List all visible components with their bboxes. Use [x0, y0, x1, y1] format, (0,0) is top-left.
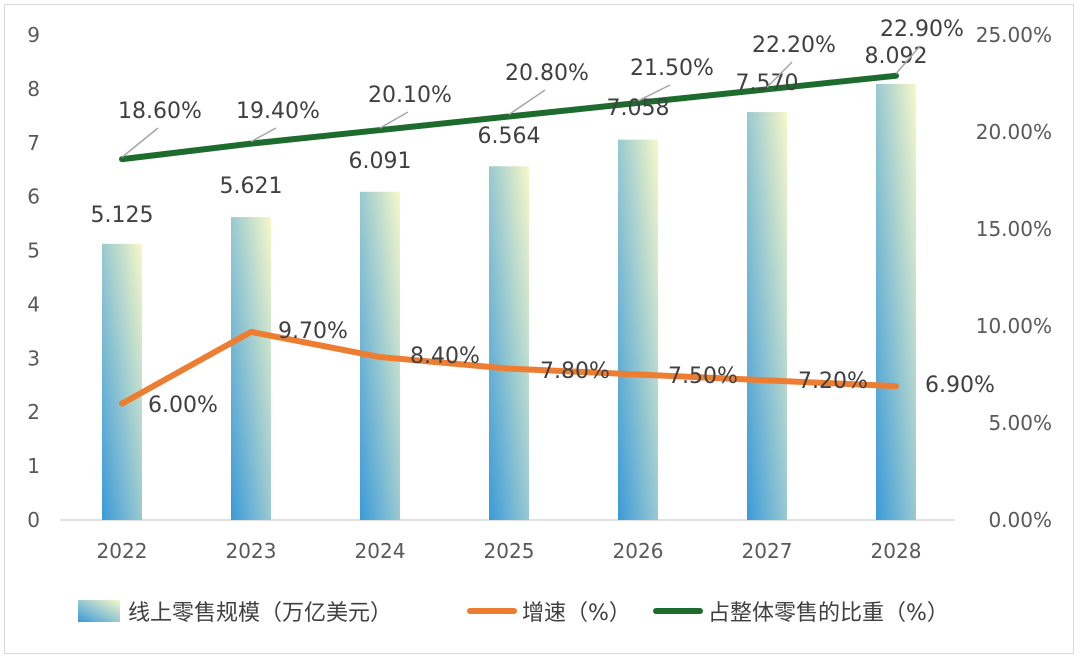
legend-bar-label: 线上零售规模（万亿美元） [128, 601, 392, 626]
bar-value-label: 7.058 [607, 96, 670, 121]
left-axis-tick: 5 [27, 239, 40, 263]
bar-value-label: 7.570 [736, 71, 799, 96]
retail-share-label: 21.50% [630, 56, 714, 81]
x-axis-tick: 2023 [226, 539, 277, 563]
bar [231, 217, 271, 520]
left-axis-tick: 8 [27, 77, 40, 101]
left-axis-tick: 0 [27, 508, 40, 532]
right-axis-tick: 20.00% [976, 120, 1052, 144]
share-label-leader [637, 84, 671, 102]
retail-share-label: 22.90% [880, 17, 964, 42]
growth-rate-label: 8.40% [410, 344, 480, 369]
left-axis-tick: 7 [27, 131, 40, 155]
bar-value-label: 6.091 [349, 149, 412, 174]
bar [102, 243, 142, 520]
growth-rate-label: 9.70% [278, 319, 348, 344]
share-label-leader [895, 45, 921, 75]
bar-value-label: 5.621 [220, 174, 283, 199]
growth-rate-label: 7.50% [668, 364, 738, 389]
right-axis-tick: 0.00% [988, 508, 1052, 532]
x-axis-tick: 2028 [871, 539, 922, 563]
legend: 线上零售规模（万亿美元） 增速（%） 占整体零售的比重（%） [78, 600, 949, 626]
left-axis-tick: 6 [27, 185, 40, 209]
left-axis-tick: 2 [27, 400, 40, 424]
legend-share-label: 占整体零售的比重（%） [708, 601, 949, 626]
bar [747, 112, 787, 521]
retail-share-label: 18.60% [118, 99, 202, 124]
left-axis-tick: 3 [27, 346, 40, 370]
x-axis-tick: 2026 [613, 539, 664, 563]
retail-share-label: 20.10% [368, 83, 452, 108]
retail-share-line [119, 72, 899, 163]
share-label-leader [766, 61, 793, 88]
share-label-leader [250, 127, 277, 143]
growth-rate-label: 7.20% [798, 369, 868, 394]
share-label-leader [508, 89, 546, 116]
bar [876, 83, 916, 520]
bar-value-label: 6.564 [478, 124, 541, 149]
growth-rate-label: 6.90% [925, 373, 995, 398]
line-series [119, 72, 899, 407]
growth-rate-label: 7.80% [540, 359, 610, 384]
left-axis-tick: 1 [27, 454, 40, 478]
right-axis-tick: 10.00% [976, 314, 1052, 338]
left-axis-tick: 9 [27, 23, 40, 47]
share-label-leader [379, 111, 409, 129]
right-axis: 0.00% 5.00% 10.00% 15.00% 20.00% 25.00% [976, 23, 1052, 532]
bar-value-label: 5.125 [91, 203, 154, 228]
x-axis-tick: 2024 [355, 539, 406, 563]
right-axis-tick: 15.00% [976, 217, 1052, 241]
x-axis: 2022 2023 2024 2025 2026 2027 2028 [60, 519, 955, 563]
bar [618, 139, 658, 520]
retail-share-label: 22.20% [752, 33, 836, 58]
growth-rate-label: 6.00% [148, 393, 218, 418]
x-axis-tick: 2027 [742, 539, 793, 563]
left-axis: 0 1 2 3 4 5 6 7 8 9 [27, 23, 40, 532]
legend-growth-label: 增速（%） [522, 601, 631, 626]
growth-rate-line [119, 328, 899, 407]
legend-bar-swatch [78, 600, 120, 622]
left-axis-tick: 4 [27, 292, 40, 316]
share-label-leader [121, 127, 159, 158]
retail-share-label: 19.40% [236, 99, 320, 124]
x-axis-tick: 2025 [484, 539, 535, 563]
bar [489, 166, 529, 521]
data-labels: 5.125 5.621 6.091 6.564 7.058 7.570 8.092 6.00%… [91, 17, 995, 418]
retail-share-label: 20.80% [505, 61, 589, 86]
x-axis-tick: 2022 [97, 539, 148, 563]
right-axis-tick: 25.00% [976, 23, 1052, 47]
right-axis-tick: 5.00% [988, 411, 1052, 435]
bar-value-label: 8.092 [865, 44, 928, 69]
